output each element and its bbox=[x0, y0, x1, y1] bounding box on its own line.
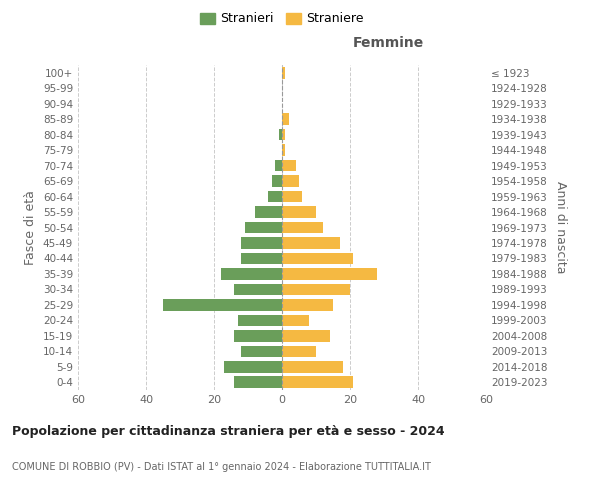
Y-axis label: Fasce di età: Fasce di età bbox=[25, 190, 37, 265]
Bar bbox=[282, 206, 316, 218]
Bar bbox=[282, 252, 353, 264]
Bar bbox=[241, 252, 282, 264]
Bar bbox=[282, 314, 309, 326]
Bar bbox=[241, 346, 282, 357]
Bar bbox=[282, 361, 343, 372]
Bar bbox=[235, 376, 282, 388]
Bar bbox=[282, 299, 333, 310]
Bar bbox=[282, 160, 296, 172]
Text: Femmine: Femmine bbox=[352, 36, 424, 51]
Bar bbox=[282, 129, 286, 140]
Text: Popolazione per cittadinanza straniera per età e sesso - 2024: Popolazione per cittadinanza straniera p… bbox=[12, 425, 445, 438]
Bar bbox=[275, 160, 282, 172]
Bar bbox=[282, 346, 316, 357]
Bar bbox=[282, 284, 350, 295]
Bar bbox=[221, 268, 282, 280]
Bar bbox=[282, 144, 286, 156]
Bar bbox=[282, 176, 299, 187]
Bar bbox=[282, 190, 302, 202]
Bar bbox=[268, 190, 282, 202]
Bar bbox=[235, 284, 282, 295]
Y-axis label: Anni di nascita: Anni di nascita bbox=[554, 181, 567, 274]
Bar bbox=[282, 330, 329, 342]
Bar bbox=[282, 222, 323, 234]
Bar bbox=[163, 299, 282, 310]
Bar bbox=[272, 176, 282, 187]
Bar bbox=[238, 314, 282, 326]
Bar bbox=[235, 330, 282, 342]
Bar bbox=[282, 67, 286, 78]
Bar bbox=[282, 237, 340, 249]
Bar bbox=[224, 361, 282, 372]
Bar bbox=[241, 237, 282, 249]
Legend: Stranieri, Straniere: Stranieri, Straniere bbox=[197, 8, 367, 29]
Bar bbox=[282, 376, 353, 388]
Bar bbox=[278, 129, 282, 140]
Bar bbox=[282, 268, 377, 280]
Text: COMUNE DI ROBBIO (PV) - Dati ISTAT al 1° gennaio 2024 - Elaborazione TUTTITALIA.: COMUNE DI ROBBIO (PV) - Dati ISTAT al 1°… bbox=[12, 462, 431, 472]
Bar bbox=[255, 206, 282, 218]
Bar bbox=[282, 114, 289, 125]
Bar bbox=[245, 222, 282, 234]
